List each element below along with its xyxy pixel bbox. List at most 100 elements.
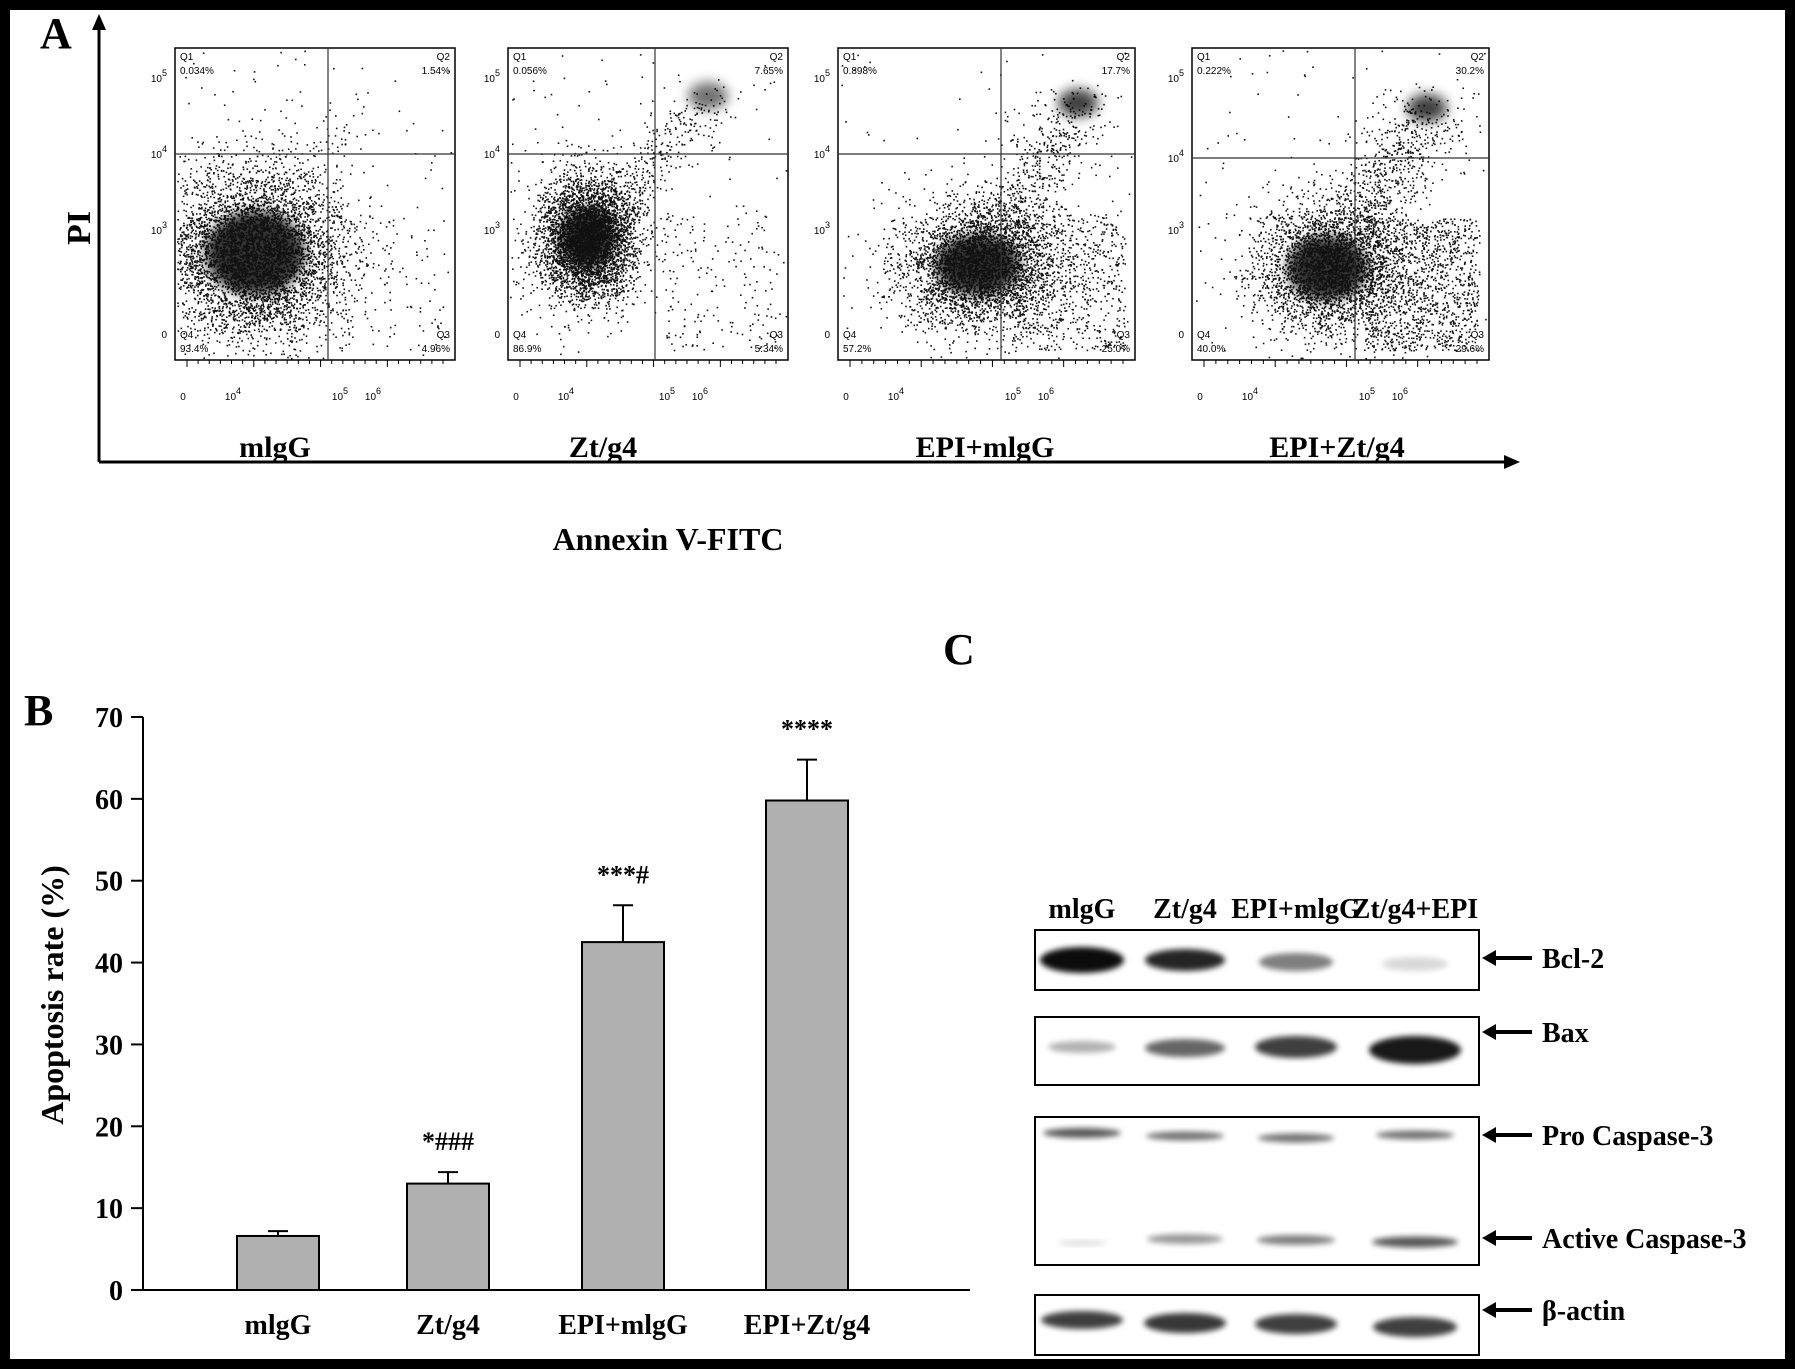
flow-x-tick: 104	[1242, 386, 1258, 403]
bar-chart-y-tick-label: 50	[95, 867, 123, 898]
flow-x-tick: 0	[513, 392, 519, 403]
significance-label: ***#	[597, 860, 649, 889]
quadrant-percent: 0.034%	[180, 66, 214, 77]
quadrant-percent: 17.7%	[1102, 66, 1130, 77]
flow-x-tick: 0	[1197, 392, 1203, 403]
quadrant-name: Q4	[1197, 330, 1211, 341]
flow-plot-frame	[508, 48, 788, 360]
blot-band	[1040, 947, 1124, 973]
quadrant-percent: 29.6%	[1456, 344, 1484, 355]
flow-plot-3: Q10.898%Q217.7%Q325.0%Q457.2%10510410300…	[814, 48, 1135, 464]
significance-label: ****	[781, 715, 833, 744]
flow-plots: Q10.034%Q21.54%Q34.96%Q493.4%10510410300…	[151, 48, 1489, 464]
bar-chart-y-tick-label: 60	[95, 785, 123, 816]
bar-chart-y-label: Apoptosis rate (%)	[34, 865, 70, 1125]
blot-band	[1144, 1313, 1226, 1333]
flow-plot-label: Zt/g4	[569, 431, 637, 464]
bar-category-label: mlgG	[245, 1310, 312, 1341]
quadrant-name: Q2	[1117, 52, 1131, 63]
quadrant-percent: 25.0%	[1102, 344, 1130, 355]
blot-band	[1382, 957, 1448, 971]
label-bcl2: Bcl-2	[1542, 944, 1604, 975]
quadrant-percent: 40.0%	[1197, 344, 1225, 355]
bar-chart-y-tick-label: 70	[95, 703, 123, 734]
quadrant-name: Q3	[1117, 330, 1131, 341]
label-pro-caspase3: Pro Caspase-3	[1542, 1121, 1713, 1152]
quadrant-percent: 5.34%	[755, 344, 783, 355]
flow-y-tick: 103	[814, 220, 830, 237]
flow-x-tick: 105	[332, 386, 348, 403]
flow-x-tick: 106	[692, 386, 708, 403]
blot-band	[1257, 1235, 1335, 1245]
bar-chart: 0 10 20 30 40 50 60 70 mlgG *### Zt/g4 ***# EPI+mlgG…	[95, 703, 970, 1341]
arrowhead-icon	[1482, 1024, 1496, 1040]
flow-x-tick: 105	[1359, 386, 1375, 403]
blot-band	[1376, 1131, 1454, 1140]
quadrant-percent: 0.898%	[843, 66, 877, 77]
flow-plot-4: Q10.222%Q230.2%Q329.6%Q440.0%10510410300…	[1168, 48, 1489, 464]
quadrant-name: Q3	[437, 330, 451, 341]
quadrant-name: Q4	[843, 330, 857, 341]
arrowhead-icon	[1482, 1302, 1496, 1318]
flow-plot-label: EPI+mlgG	[916, 431, 1055, 464]
flow-x-tick: 0	[180, 392, 186, 403]
flow-y-tick: 104	[151, 144, 167, 161]
panel-a-y-axis-label: PI	[61, 211, 98, 245]
bar-4	[766, 800, 848, 1290]
panel-a-letter: A	[40, 10, 72, 58]
blot-band	[1147, 1234, 1223, 1244]
quadrant-name: Q3	[770, 330, 784, 341]
bar-chart-y-tick-label: 30	[95, 1030, 123, 1061]
blot-band	[1258, 1134, 1334, 1143]
flow-y-tick: 104	[484, 144, 500, 161]
arrowhead-icon	[1482, 950, 1496, 966]
flow-plot-label: mlgG	[239, 431, 311, 464]
significance-label: *###	[422, 1127, 474, 1156]
quadrant-name: Q1	[1197, 52, 1211, 63]
bar-chart-y-tick-label: 0	[109, 1276, 123, 1307]
flow-y-tick: 103	[151, 220, 167, 237]
bar-category-label: EPI+mlgG	[558, 1310, 688, 1341]
panel-a-x-arrow-icon	[1504, 455, 1520, 469]
flow-y-tick: 105	[1168, 68, 1184, 85]
blot-band	[1372, 1237, 1458, 1248]
flow-x-tick: 106	[1038, 386, 1054, 403]
blot-band	[1145, 1039, 1225, 1057]
bar-chart-y-tick-label: 20	[95, 1112, 123, 1143]
flow-y-tick: 104	[1168, 148, 1184, 165]
flow-y-tick: 105	[151, 68, 167, 85]
blot-band	[1048, 1041, 1116, 1053]
flow-x-tick: 104	[888, 386, 904, 403]
flow-x-tick: 106	[1392, 386, 1408, 403]
figure-canvas: A PI Annexin V-FITC Q10.034%Q21.54%Q34.9…	[10, 10, 1785, 1359]
flow-plot-label: EPI+Zt/g4	[1269, 431, 1404, 464]
quadrant-percent: 93.4%	[180, 344, 208, 355]
quadrant-name: Q2	[770, 52, 784, 63]
figure-frame: A PI Annexin V-FITC Q1 0.034% Q2 1.54% Q3 4.9…	[10, 10, 1785, 1359]
blot-band	[1255, 1314, 1337, 1334]
panel-c-letter: C	[943, 625, 975, 674]
flow-x-tick: 105	[1005, 386, 1021, 403]
flow-y-tick: 103	[484, 220, 500, 237]
quadrant-percent: 86.9%	[513, 344, 541, 355]
quadrant-percent: 7.65%	[755, 66, 783, 77]
flow-x-tick: 106	[365, 386, 381, 403]
flow-x-tick: 104	[558, 386, 574, 403]
lane-header: Zt/g4+EPI	[1352, 894, 1478, 925]
label-active-caspase3: Active Caspase-3	[1542, 1224, 1747, 1255]
quadrant-percent: 0.222%	[1197, 66, 1231, 77]
bar-category-label: Zt/g4	[416, 1310, 480, 1341]
bar-chart-y-tick-label: 40	[95, 949, 123, 980]
lane-header: Zt/g4	[1153, 894, 1217, 925]
flow-y-tick: 0	[1178, 330, 1184, 341]
panel-b: B Apoptosis rate (%) 010203040506070mlgG…	[24, 686, 970, 1341]
label-bax: Bax	[1542, 1018, 1589, 1049]
bar-1	[237, 1236, 319, 1290]
quadrant-name: Q4	[513, 330, 527, 341]
quadrant-name: Q3	[1471, 330, 1485, 341]
flow-x-tick: 105	[659, 386, 675, 403]
panel-a-y-arrow-icon	[92, 14, 106, 30]
bar-chart-y-tick-label: 10	[95, 1194, 123, 1225]
blot-band	[1041, 1311, 1123, 1329]
blot-band	[1373, 1317, 1457, 1337]
